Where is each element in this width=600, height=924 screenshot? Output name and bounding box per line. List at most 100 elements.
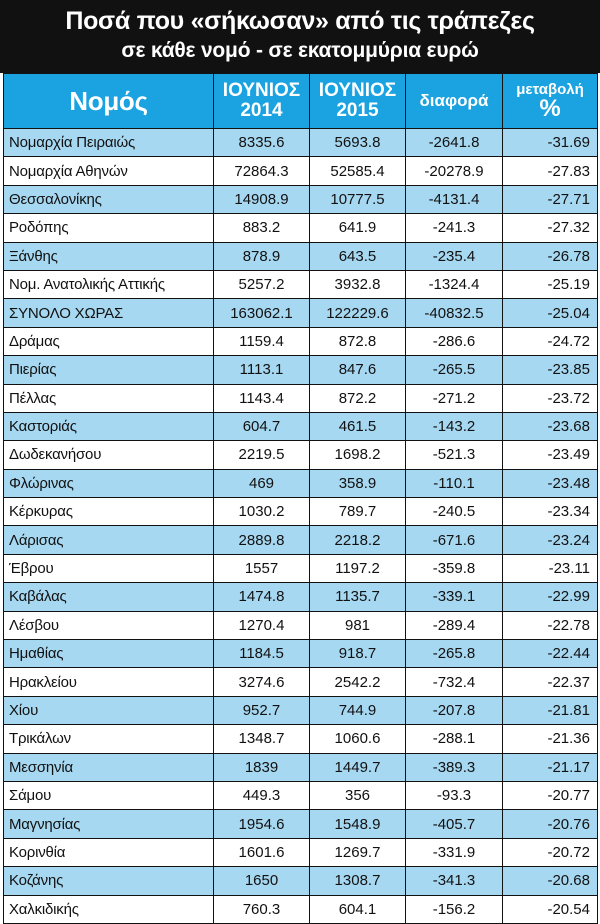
table-row: Νομαρχία Αθηνών 72864.3 52585.4 -20278.9 -27… [3,156,598,186]
cell-change-percent: -22.78 [502,610,598,641]
cell-june-2015: 1449.7 [309,752,406,782]
page-subtitle: σε κάθε νομό - σε εκατομμύρια ευρώ [121,39,479,62]
header-percent-sign: % [539,95,561,122]
cell-prefecture: Μεσσηνία [3,752,214,782]
cell-difference: -235.4 [405,241,503,271]
cell-june-2015: 981 [309,610,406,641]
cell-june-2015: 1698.2 [309,440,406,470]
cell-prefecture: Νομ. Ανατολικής Αττικής [3,269,214,300]
cell-june-2015: 872.2 [309,383,406,413]
cell-difference: -240.5 [405,497,503,527]
cell-june-2015: 52585.4 [309,156,406,186]
table-row: Κοζάνης 1650 1308.7 -341.3 -20.68 [3,866,598,896]
cell-june-2015: 5693.8 [309,127,406,158]
cell-june-2014: 8335.6 [213,127,310,158]
table-row: Τρικάλων 1348.7 1060.6 -288.1 -21.36 [3,724,598,754]
cell-prefecture: Ξάνθης [3,241,214,271]
cell-june-2014: 14908.9 [213,184,310,215]
header-june-2014-year: 2014 [240,100,283,121]
cell-change-percent: -23.68 [502,411,598,442]
cell-change-percent: -27.71 [502,184,598,215]
cell-june-2014: 3274.6 [213,667,310,697]
cell-june-2015: 358.9 [309,468,406,499]
cell-change-percent: -22.99 [502,582,598,612]
table-body: Νομαρχία Πειραιώς 8335.6 5693.8 -2641.8 -31.… [3,127,598,924]
cell-june-2015: 1197.2 [309,553,406,584]
cell-prefecture: Νομαρχία Αθηνών [3,156,214,186]
cell-difference: -20278.9 [405,156,503,186]
cell-difference: -286.6 [405,326,503,357]
cell-difference: -1324.4 [405,269,503,300]
cell-june-2014: 1474.8 [213,582,310,612]
cell-prefecture: Μαγνησίας [3,809,214,839]
cell-prefecture: Κορινθία [3,837,214,868]
cell-change-percent: -21.36 [502,724,598,754]
cell-june-2015: 872.8 [309,326,406,357]
cell-june-2014: 1113.1 [213,355,310,385]
cell-june-2014: 1557 [213,553,310,584]
cell-prefecture: Δωδεκανήσου [3,440,214,470]
cell-change-percent: -22.44 [502,639,598,669]
cell-prefecture: Ηρακλείου [3,667,214,697]
cell-june-2015: 643.5 [309,241,406,271]
table-row: Λέσβου 1270.4 981 -289.4 -22.78 [3,610,598,641]
cell-june-2015: 604.1 [309,894,406,924]
cell-prefecture: Ροδόπης [3,213,214,243]
table-row: Πέλλας 1143.4 872.2 -271.2 -23.72 [3,383,598,413]
cell-difference: -732.4 [405,667,503,697]
cell-change-percent: -23.85 [502,355,598,385]
cell-change-percent: -21.17 [502,752,598,782]
table-row: Φλώρινας 469 358.9 -110.1 -23.48 [3,468,598,499]
cell-difference: -671.6 [405,525,503,555]
cell-difference: -341.3 [405,866,503,896]
header-change-label: μεταβολή [516,81,584,98]
cell-june-2015: 847.6 [309,355,406,385]
cell-change-percent: -23.72 [502,383,598,413]
cell-june-2014: 72864.3 [213,156,310,186]
header-june-2014: ΙΟΥΝΙΟΣ 2014 [213,73,310,129]
cell-prefecture: Τρικάλων [3,724,214,754]
cell-prefecture: Κέρκυρας [3,497,214,527]
cell-june-2015: 10777.5 [309,184,406,215]
header-prefecture: Νομός [3,73,214,129]
cell-difference: -143.2 [405,411,503,442]
cell-change-percent: -24.72 [502,326,598,357]
cell-difference: -265.5 [405,355,503,385]
cell-prefecture: Καβάλας [3,582,214,612]
cell-june-2014: 469 [213,468,310,499]
cell-change-percent: -27.83 [502,156,598,186]
cell-june-2015: 2542.2 [309,667,406,697]
table-row: Σάμου 449.3 356 -93.3 -20.77 [3,780,598,811]
cell-difference: -331.9 [405,837,503,868]
table-row: Καβάλας 1474.8 1135.7 -339.1 -22.99 [3,582,598,612]
cell-june-2015: 356 [309,780,406,811]
cell-june-2014: 952.7 [213,695,310,726]
header-june-2014-label: ΙΟΥΝΙΟΣ [222,80,301,101]
cell-june-2015: 1269.7 [309,837,406,868]
cell-difference: -339.1 [405,582,503,612]
cell-prefecture: Θεσσαλονίκης [3,184,214,215]
cell-change-percent: -23.34 [502,497,598,527]
cell-june-2015: 1135.7 [309,582,406,612]
cell-change-percent: -27.32 [502,213,598,243]
table-row: Κέρκυρας 1030.2 789.7 -240.5 -23.34 [3,497,598,527]
header-change-percent: μεταβολή % [502,73,598,129]
cell-change-percent: -31.69 [502,127,598,158]
cell-june-2014: 1270.4 [213,610,310,641]
table-row: Πιερίας 1113.1 847.6 -265.5 -23.85 [3,355,598,385]
cell-prefecture: Πιερίας [3,355,214,385]
cell-difference: -40832.5 [405,298,503,328]
cell-change-percent: -20.54 [502,894,598,924]
cell-june-2014: 1348.7 [213,724,310,754]
cell-june-2014: 1159.4 [213,326,310,357]
cell-june-2014: 2219.5 [213,440,310,470]
header-june-2015-year: 2015 [336,100,379,121]
table-row: Νομαρχία Πειραιώς 8335.6 5693.8 -2641.8 -31.… [3,127,598,158]
withdrawals-table: Νομός ΙΟΥΝΙΟΣ 2014 ΙΟΥΝΙΟΣ 2015 διαφορά … [3,73,598,924]
cell-june-2015: 1308.7 [309,866,406,896]
cell-change-percent: -23.48 [502,468,598,499]
cell-june-2015: 461.5 [309,411,406,442]
table-row: Ξάνθης 878.9 643.5 -235.4 -26.78 [3,241,598,271]
table-row: Κορινθία 1601.6 1269.7 -331.9 -20.72 [3,837,598,868]
